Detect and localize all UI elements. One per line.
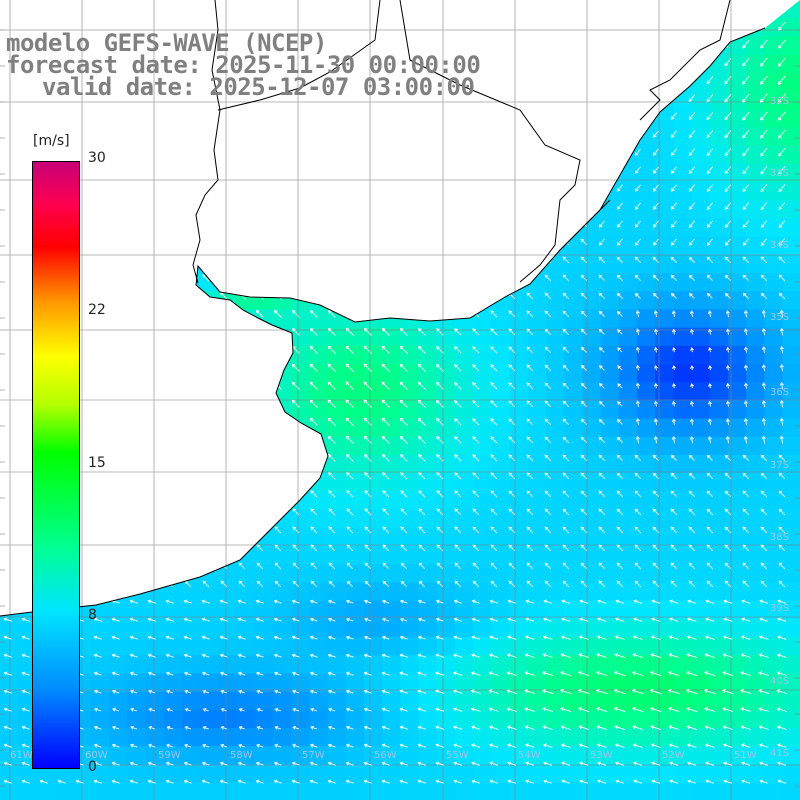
lat-label: 41S [770,748,790,759]
lon-label: 53W [590,750,613,761]
forecast-date: forecast date: 2025-11-30 00:00:00 [6,51,481,79]
model-title: modelo GEFS-WAVE (NCEP) [6,29,327,57]
lon-label: 51W [734,750,757,761]
colorbar [32,161,80,769]
colorbar-tick-15: 15 [88,455,106,471]
lon-label: 52W [662,750,685,761]
lon-label: 59W [158,750,181,761]
lon-label: 60W [85,750,108,761]
lon-label: 56W [374,750,397,761]
lon-label: 61W [10,750,33,761]
lat-label: 38S [770,532,790,543]
lat-label: 35S [770,312,790,323]
valid-date: valid date: 2025-12-07 03:00:00 [42,73,475,101]
country-borders [192,0,731,284]
lat-label: 32S [770,96,790,107]
lat-label: 36S [770,387,790,398]
lat-label: 34S [770,240,790,251]
lat-label: 37S [770,460,790,471]
lon-label: 55W [446,750,469,761]
colorbar-unit: [m/s] [33,133,70,149]
lon-label: 57W [302,750,325,761]
lat-label: 33S [770,168,790,179]
lat-label: 40S [770,676,790,687]
colorbar-tick-0: 0 [88,759,97,775]
lon-label: 58W [230,750,253,761]
colorbar-tick-30: 30 [88,150,106,166]
lon-label: 54W [518,750,541,761]
lat-label: 39S [770,603,790,614]
colorbar-tick-8: 8 [88,607,97,623]
colorbar-tick-22: 22 [88,302,106,318]
